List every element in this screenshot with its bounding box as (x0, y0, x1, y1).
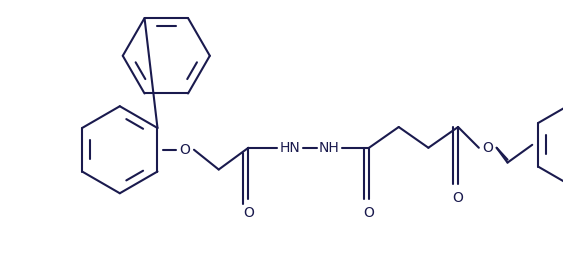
Text: O: O (363, 206, 375, 220)
Text: O: O (453, 191, 464, 205)
Text: O: O (179, 143, 191, 157)
Text: NH: NH (319, 141, 340, 155)
Text: O: O (243, 206, 254, 220)
Text: O: O (482, 141, 493, 155)
Text: HN: HN (280, 141, 301, 155)
